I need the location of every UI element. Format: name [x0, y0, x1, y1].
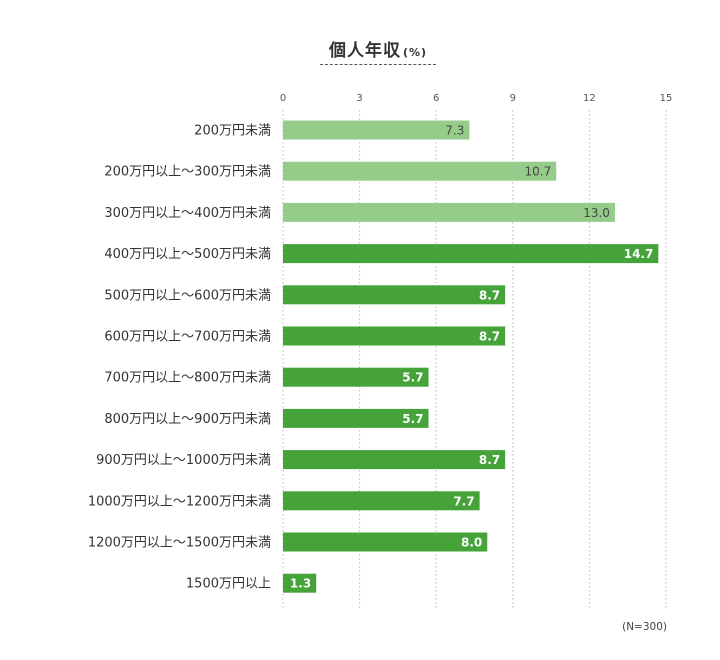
x-tick-label: 9 [510, 93, 516, 104]
bar [283, 450, 506, 470]
category-label: 1500万円以上 [186, 577, 271, 592]
bar [283, 532, 488, 552]
chart-title-text: 個人年収 [328, 41, 401, 61]
category-label: 400万円以上〜500万円未満 [104, 247, 271, 262]
x-tick-label: 6 [433, 93, 439, 104]
bar [283, 285, 506, 305]
data-label: 7.7 [453, 494, 474, 508]
category-label: 300万円以上〜400万円未満 [104, 206, 271, 221]
bar [283, 367, 429, 387]
data-label: 5.7 [402, 371, 423, 385]
category-label: 600万円以上〜700万円未満 [104, 330, 271, 345]
category-label: 700万円以上〜800万円未満 [104, 371, 271, 386]
data-label: 8.0 [461, 536, 482, 550]
x-tick-label: 0 [280, 93, 286, 104]
data-label: 5.7 [402, 412, 423, 426]
bar [283, 161, 557, 181]
data-label: 8.7 [479, 288, 500, 302]
data-label: 13.0 [583, 206, 610, 220]
data-label: 7.3 [445, 124, 464, 138]
bar [283, 408, 429, 428]
data-label: 14.7 [624, 247, 654, 261]
bar [283, 244, 659, 264]
data-label: 10.7 [524, 165, 551, 179]
data-label: 1.3 [290, 577, 311, 591]
bar [283, 491, 480, 511]
category-label: 200万円以上〜300万円未満 [104, 165, 271, 180]
data-label: 8.7 [479, 330, 500, 344]
category-label: 900万円以上〜1000万円未満 [96, 453, 271, 468]
bar [283, 202, 615, 222]
x-tick-label: 12 [583, 93, 596, 104]
category-label: 1200万円以上〜1500万円未満 [88, 536, 271, 551]
sample-size-note: (N=300) [622, 621, 667, 633]
bar [283, 573, 317, 593]
data-label: 8.7 [479, 453, 500, 467]
bar [283, 326, 506, 346]
chart-title: 個人年収 (%) [0, 36, 720, 61]
bar [283, 120, 470, 140]
category-label: 200万円未満 [194, 124, 271, 139]
chart-title-unit: (%) [402, 46, 428, 59]
category-label: 800万円以上〜900万円未満 [104, 412, 271, 427]
x-tick-label: 3 [356, 93, 362, 104]
category-label: 500万円以上〜600万円未満 [104, 288, 271, 303]
title-underline [320, 64, 436, 65]
x-tick-label: 15 [660, 93, 673, 104]
category-label: 1000万円以上〜1200万円未満 [88, 494, 271, 509]
